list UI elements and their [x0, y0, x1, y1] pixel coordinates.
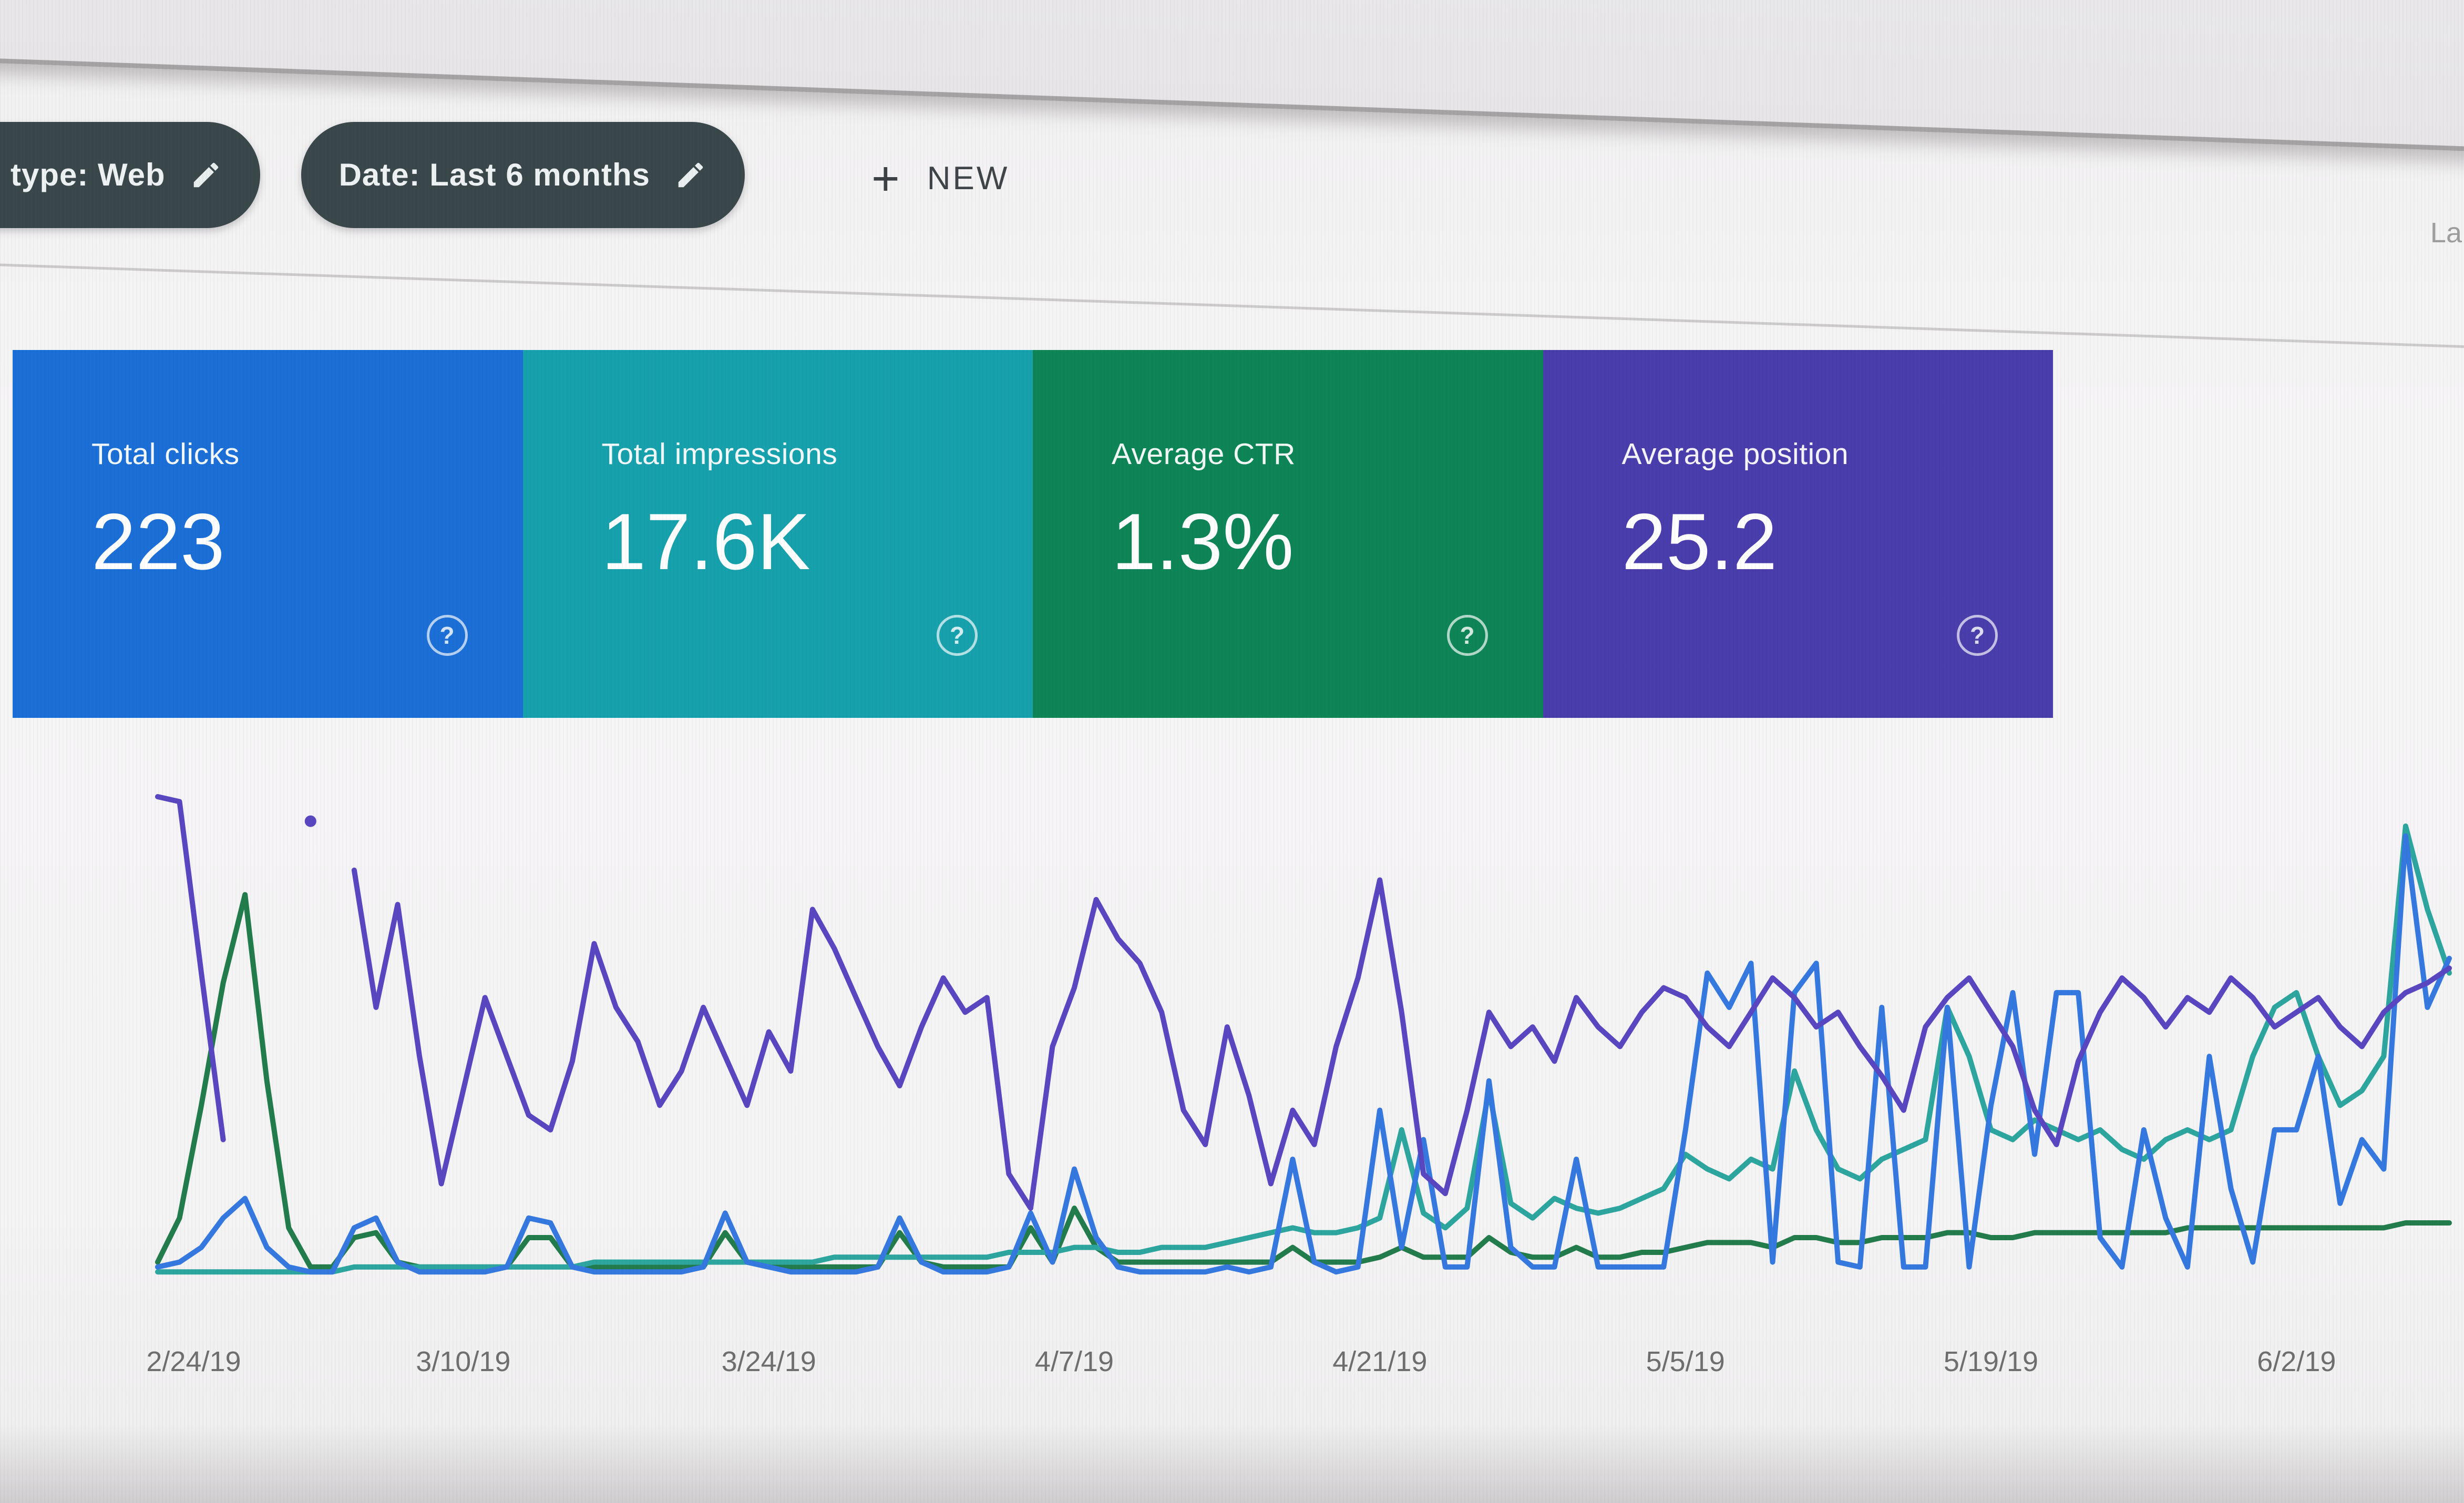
chart-series-impressions [158, 826, 2449, 1272]
metric-cards-row: Total clicks 223 ? Total impressions 17.… [13, 350, 2053, 718]
toolbar-divider [0, 263, 2464, 351]
filter-toolbar: type: Web Date: Last 6 months + NEW [0, 118, 2464, 231]
x-axis-label: 6/2/19 [2257, 1346, 2336, 1377]
filter-chip-date-range-label: Date: Last 6 months [338, 157, 651, 192]
metric-card-value: 223 [91, 497, 225, 586]
metric-card-total-clicks[interactable]: Total clicks 223 ? [13, 350, 523, 718]
metric-card-label: Total impressions [601, 437, 838, 471]
filter-chip-search-type-label: type: Web [11, 157, 166, 192]
chart-series-position [158, 797, 223, 1140]
new-filter-button[interactable]: + NEW [868, 154, 1012, 203]
x-axis-label: 5/5/19 [1646, 1346, 1725, 1377]
metric-card-value: 17.6K [601, 497, 810, 586]
metric-card-value: 25.2 [1621, 497, 1778, 586]
plus-icon: + [871, 151, 900, 205]
chart-series-ctr [158, 894, 2449, 1267]
metric-card-label: Average position [1621, 437, 1849, 471]
metric-card-label: Total clicks [91, 437, 240, 471]
x-axis-label: 4/7/19 [1034, 1346, 1114, 1377]
new-filter-button-label: NEW [927, 160, 1010, 197]
truncated-right-edge-text: La [2430, 217, 2462, 249]
filter-chip-search-type[interactable]: type: Web [0, 121, 260, 228]
metric-card-label: Average CTR [1112, 437, 1296, 471]
performance-chart-canvas [158, 765, 2449, 1290]
x-axis-label: 2/24/19 [146, 1346, 241, 1377]
x-axis-label: 3/10/19 [416, 1346, 511, 1377]
help-icon[interactable]: ? [1446, 615, 1488, 656]
performance-chart[interactable] [158, 765, 2449, 1290]
x-axis-label: 3/24/19 [721, 1346, 816, 1377]
metric-card-value: 1.3% [1112, 497, 1294, 586]
edit-icon [190, 159, 222, 191]
x-axis-label: 5/19/19 [1943, 1346, 2039, 1377]
help-icon[interactable]: ? [1957, 615, 1998, 656]
edit-icon [674, 159, 707, 191]
x-axis: 2/24/19 3/10/19 3/24/19 4/7/19 4/21/19 5/5/19… [146, 1324, 2449, 1403]
metric-card-average-position[interactable]: Average position 25.2 ? [1543, 350, 2053, 718]
filter-chip-date-range[interactable]: Date: Last 6 months [301, 121, 745, 228]
x-axis-label: 4/21/19 [1332, 1346, 1428, 1377]
metric-card-total-impressions[interactable]: Total impressions 17.6K ? [522, 350, 1033, 718]
chart-series-clicks [158, 836, 2449, 1272]
photo-bottom-shade [0, 1424, 2464, 1503]
metric-card-average-ctr[interactable]: Average CTR 1.3% ? [1033, 350, 1543, 718]
chart-series-position [354, 870, 2449, 1208]
help-icon[interactable]: ? [937, 615, 978, 656]
help-icon[interactable]: ? [426, 615, 468, 656]
